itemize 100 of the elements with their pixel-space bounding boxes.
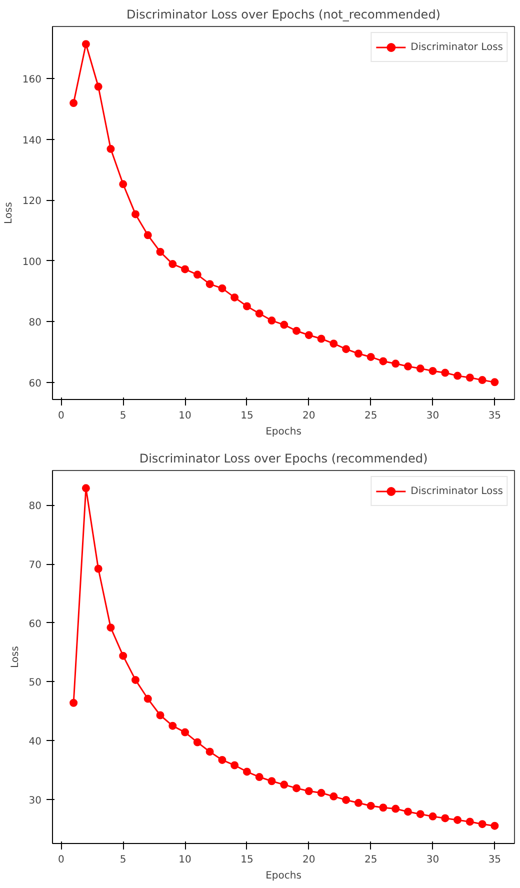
point [392,804,400,813]
x-tick-label: 10 [178,854,192,866]
point [490,822,499,830]
legend-label: Discriminator Loss [410,486,503,496]
point [206,748,214,756]
point [317,334,326,343]
chart-title: Discriminator Loss over Epochs (not_recommended) [126,8,440,22]
point [478,820,486,828]
point [268,316,276,325]
y-tick-label: 50 [28,678,42,689]
point [131,210,140,218]
y-tick-label: 160 [22,74,42,86]
point [304,331,313,340]
point [255,773,264,782]
point [342,345,350,354]
point [168,260,177,268]
y-tick-label: 100 [22,256,42,268]
point [218,284,226,292]
x-tick-label: 0 [58,854,64,866]
point [392,360,400,368]
point [454,816,462,824]
point [490,378,499,386]
y-tick-label: 40 [28,736,42,748]
point [366,802,375,810]
point [156,711,164,720]
point [330,792,338,800]
y-axis-title: Loss [10,646,21,668]
x-axis-title: Epochs [266,870,302,882]
x-tick-label: 25 [364,410,378,422]
point [466,374,474,382]
x-tick-label: 15 [240,410,254,422]
point [280,780,288,789]
point [366,352,375,361]
point [441,814,450,822]
point [416,364,424,373]
point [218,756,226,764]
point [317,788,326,797]
y-tick-label: 30 [28,795,42,806]
y-tick-label: 60 [28,618,42,630]
point [106,144,115,153]
y-tick-label: 120 [22,196,42,208]
x-tick-label: 20 [302,854,316,866]
point [94,82,102,91]
point [131,676,140,684]
point [119,180,128,188]
point [70,698,78,707]
point [404,808,412,816]
point [268,777,276,786]
point [206,280,214,288]
point [428,366,437,375]
point [379,357,388,366]
point [242,768,251,776]
point [354,798,362,807]
point [144,231,152,240]
point [416,810,424,818]
y-tick-label: 80 [28,501,42,512]
point [193,738,202,746]
x-tick-label: 30 [426,854,440,866]
point [441,368,450,377]
x-tick-label: 35 [488,410,502,422]
y-axis-title: Loss [3,202,14,224]
point [181,728,190,736]
point [354,350,362,358]
x-axis-title: Epochs [266,426,302,438]
point [181,265,190,274]
point [193,270,202,279]
y-tick-label: 70 [28,560,42,572]
point [428,812,437,820]
point [304,787,313,796]
point [342,796,350,804]
point [454,372,462,380]
point [230,761,239,770]
point [404,362,412,370]
legend-label: Discriminator Loss [410,42,503,52]
x-tick-label: 35 [488,854,502,866]
point [82,484,90,492]
point [156,248,164,256]
point [119,652,128,660]
y-tick-label: 60 [28,378,42,390]
point [94,564,102,573]
point [230,293,239,302]
point [280,320,288,329]
x-tick-label: 5 [120,410,126,422]
point [292,784,301,792]
point [106,624,115,632]
x-tick-label: 15 [240,854,254,866]
x-tick-label: 25 [364,854,378,866]
point [478,376,486,384]
x-tick-label: 0 [58,410,64,422]
point [242,302,251,310]
x-tick-label: 30 [426,410,440,422]
point [466,818,474,826]
point [379,804,388,812]
point [82,40,90,48]
x-tick-label: 10 [178,410,192,422]
point [168,722,177,730]
point [255,310,264,318]
point [70,99,78,108]
point [292,326,301,335]
point [144,694,152,703]
